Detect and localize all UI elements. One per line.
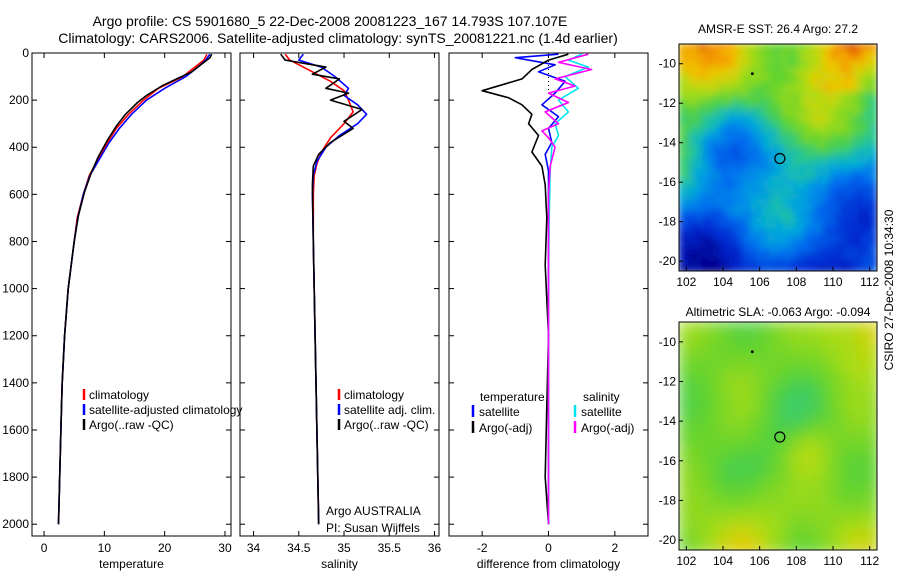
salinity-xtick-label: 36 (428, 541, 442, 555)
figure-title-line2: Climatology: CARS2006. Satellite-adjuste… (58, 30, 618, 46)
sla_map-frame (678, 321, 878, 551)
sst_map-xtick-label: 108 (786, 275, 806, 289)
sla_map-ytick-label: -18 (659, 493, 677, 507)
sla_map-xtick-label: 110 (823, 554, 842, 568)
salinity-series-area (280, 53, 368, 525)
salinity-xtick-label: 34.5 (287, 541, 311, 555)
salinity-legend-label: satellite adj. clim. (344, 403, 435, 417)
sst_map-ytick-label: -16 (659, 175, 677, 189)
difference-xlabel: difference from climatology (477, 557, 620, 571)
temperature-plot-frame (31, 52, 232, 537)
temperature-ytick-label: 1800 (2, 470, 29, 484)
sst_map-profile-marker (774, 152, 786, 165)
difference-legend-label: satellite (479, 405, 520, 419)
sla_map-field-cells (679, 322, 877, 550)
temperature-ytick-label: 1600 (2, 423, 29, 437)
temperature-legend-label: satellite-adjusted climatology (89, 403, 242, 417)
salinity-legend-label: climatology (344, 388, 404, 402)
sst_map-field (679, 44, 877, 271)
salinity-xlabel: salinity (321, 557, 358, 571)
temperature-ytick-label: 1200 (2, 329, 29, 343)
difference-legend-group-temperature: temperature (480, 390, 545, 404)
series-line-temperature-argo-raw-qc- (57, 53, 213, 525)
series-line-difference-argo-adj- (541, 53, 593, 525)
difference-panel: -2 0 2 difference from climatology temperatu… (448, 52, 649, 571)
temperature-ytick-label: 600 (9, 187, 29, 201)
sst-map-title: AMSR-E SST: 26.4 Argo: 27.2 (698, 22, 858, 36)
difference-xtick-label: 2 (611, 541, 618, 555)
sla_map-xtick-label: 112 (860, 554, 879, 568)
sla_map-field (679, 322, 877, 550)
sla_map-xtick-label: 108 (786, 554, 806, 568)
temperature-xtick-label: 0 (41, 541, 48, 555)
sla_map-ytick-label: -10 (659, 335, 677, 349)
credit-line1: Argo AUSTRALIA (326, 504, 421, 518)
sst_map-xtick-label: 110 (823, 275, 842, 289)
difference-legend-label: satellite (581, 405, 622, 419)
temperature-panel: 0 10 20 30 0 200 400 600 800 1000 1200 1400 1600 1800… (2, 46, 242, 571)
sst_map-ytick-label: -14 (659, 136, 677, 150)
difference-series-area (481, 53, 593, 525)
temperature-legend-label: Argo(..raw -QC) (89, 418, 174, 432)
series-line-salinity-argo-raw-qc- (280, 53, 363, 525)
temperature-ytick-label: 400 (9, 140, 29, 154)
side-timestamp-label: CSIRO 27-Dec-2008 10:34:30 (882, 209, 896, 370)
figure-title-line1: Argo profile: CS 5901680_5 22-Dec-2008 2… (93, 13, 568, 29)
sst_map-xtick-label: 112 (860, 275, 879, 289)
series-line-temperature-satellite-adjusted-climatology (57, 53, 211, 525)
sst_map-ytick-label: -10 (659, 57, 677, 71)
sst_map-xtick-label: 106 (750, 275, 770, 289)
salinity-xtick-label: 34 (247, 541, 261, 555)
temperature-ytick-label: 200 (9, 93, 29, 107)
salinity-xtick-label: 35 (337, 541, 351, 555)
sla-map: 102 104 106 108 110 112 -10 -12 -14 -16 -18 -20 (659, 321, 880, 568)
difference-xtick-label: -2 (477, 541, 488, 555)
sla_map-previous-position-marker (750, 350, 754, 354)
difference-legend-label: Argo(-adj) (581, 421, 634, 435)
temperature-ytick-label: 1400 (2, 376, 29, 390)
temperature-xtick-label: 10 (98, 541, 112, 555)
temperature-xtick-label: 20 (158, 541, 172, 555)
difference-legend-group-salinity: salinity (583, 390, 620, 404)
temperature-ytick-label: 2000 (2, 517, 29, 531)
temperature-xtick-label: 30 (218, 541, 232, 555)
series-line-temperature-climatology (57, 53, 208, 525)
temperature-ytick-label: 1000 (2, 282, 29, 296)
temperature-ytick-label: 0 (22, 46, 29, 60)
salinity-xtick-label: 35.5 (378, 541, 402, 555)
sla_map-ytick-label: -16 (659, 454, 677, 468)
credit-line2: PI: Susan Wijffels (326, 521, 420, 535)
salinity-legend-label: Argo(..raw -QC) (344, 418, 429, 432)
sst_map-xtick-label: 104 (713, 275, 733, 289)
sst_map-ytick-label: -20 (659, 254, 677, 268)
sst_map-previous-position-marker (750, 72, 754, 76)
sla_map-ytick-label: -14 (659, 414, 677, 428)
sst_map-frame (678, 43, 878, 272)
sst_map-ytick-label: -12 (659, 96, 677, 110)
series-line-salinity-satellite-adj-clim- (297, 53, 368, 525)
sla_map-profile-marker (774, 431, 786, 443)
sla-map-title: Altimetric SLA: -0.063 Argo: -0.094 (686, 305, 871, 319)
sla_map-ytick-label: -20 (659, 533, 677, 547)
sla_map-ytick-label: -12 (659, 374, 677, 388)
temperature-legend-label: climatology (89, 388, 149, 402)
difference-legend-label: Argo(-adj) (479, 421, 532, 435)
sla_map-xtick-label: 104 (713, 554, 733, 568)
temperature-ytick-label: 800 (9, 234, 29, 248)
sla_map-xtick-label: 106 (750, 554, 770, 568)
sla_map-xtick-label: 102 (676, 554, 696, 568)
temperature-xlabel: temperature (99, 557, 164, 571)
salinity-panel: 34 34.5 35 35.5 36 salinity climatologysatelli… (239, 52, 442, 571)
temperature-series-area (57, 53, 213, 525)
sst-map: 102 104 106 108 110 112 -10 -12 -14 -16 -18 -20 (659, 43, 880, 289)
sst_map-xtick-label: 102 (676, 275, 696, 289)
sst_map-ytick-label: -18 (659, 215, 677, 229)
difference-xtick-label: 0 (545, 541, 552, 555)
series-line-salinity-climatology (284, 53, 354, 525)
salinity-plot-frame (239, 52, 440, 537)
sst_map-field-cells (679, 44, 877, 271)
